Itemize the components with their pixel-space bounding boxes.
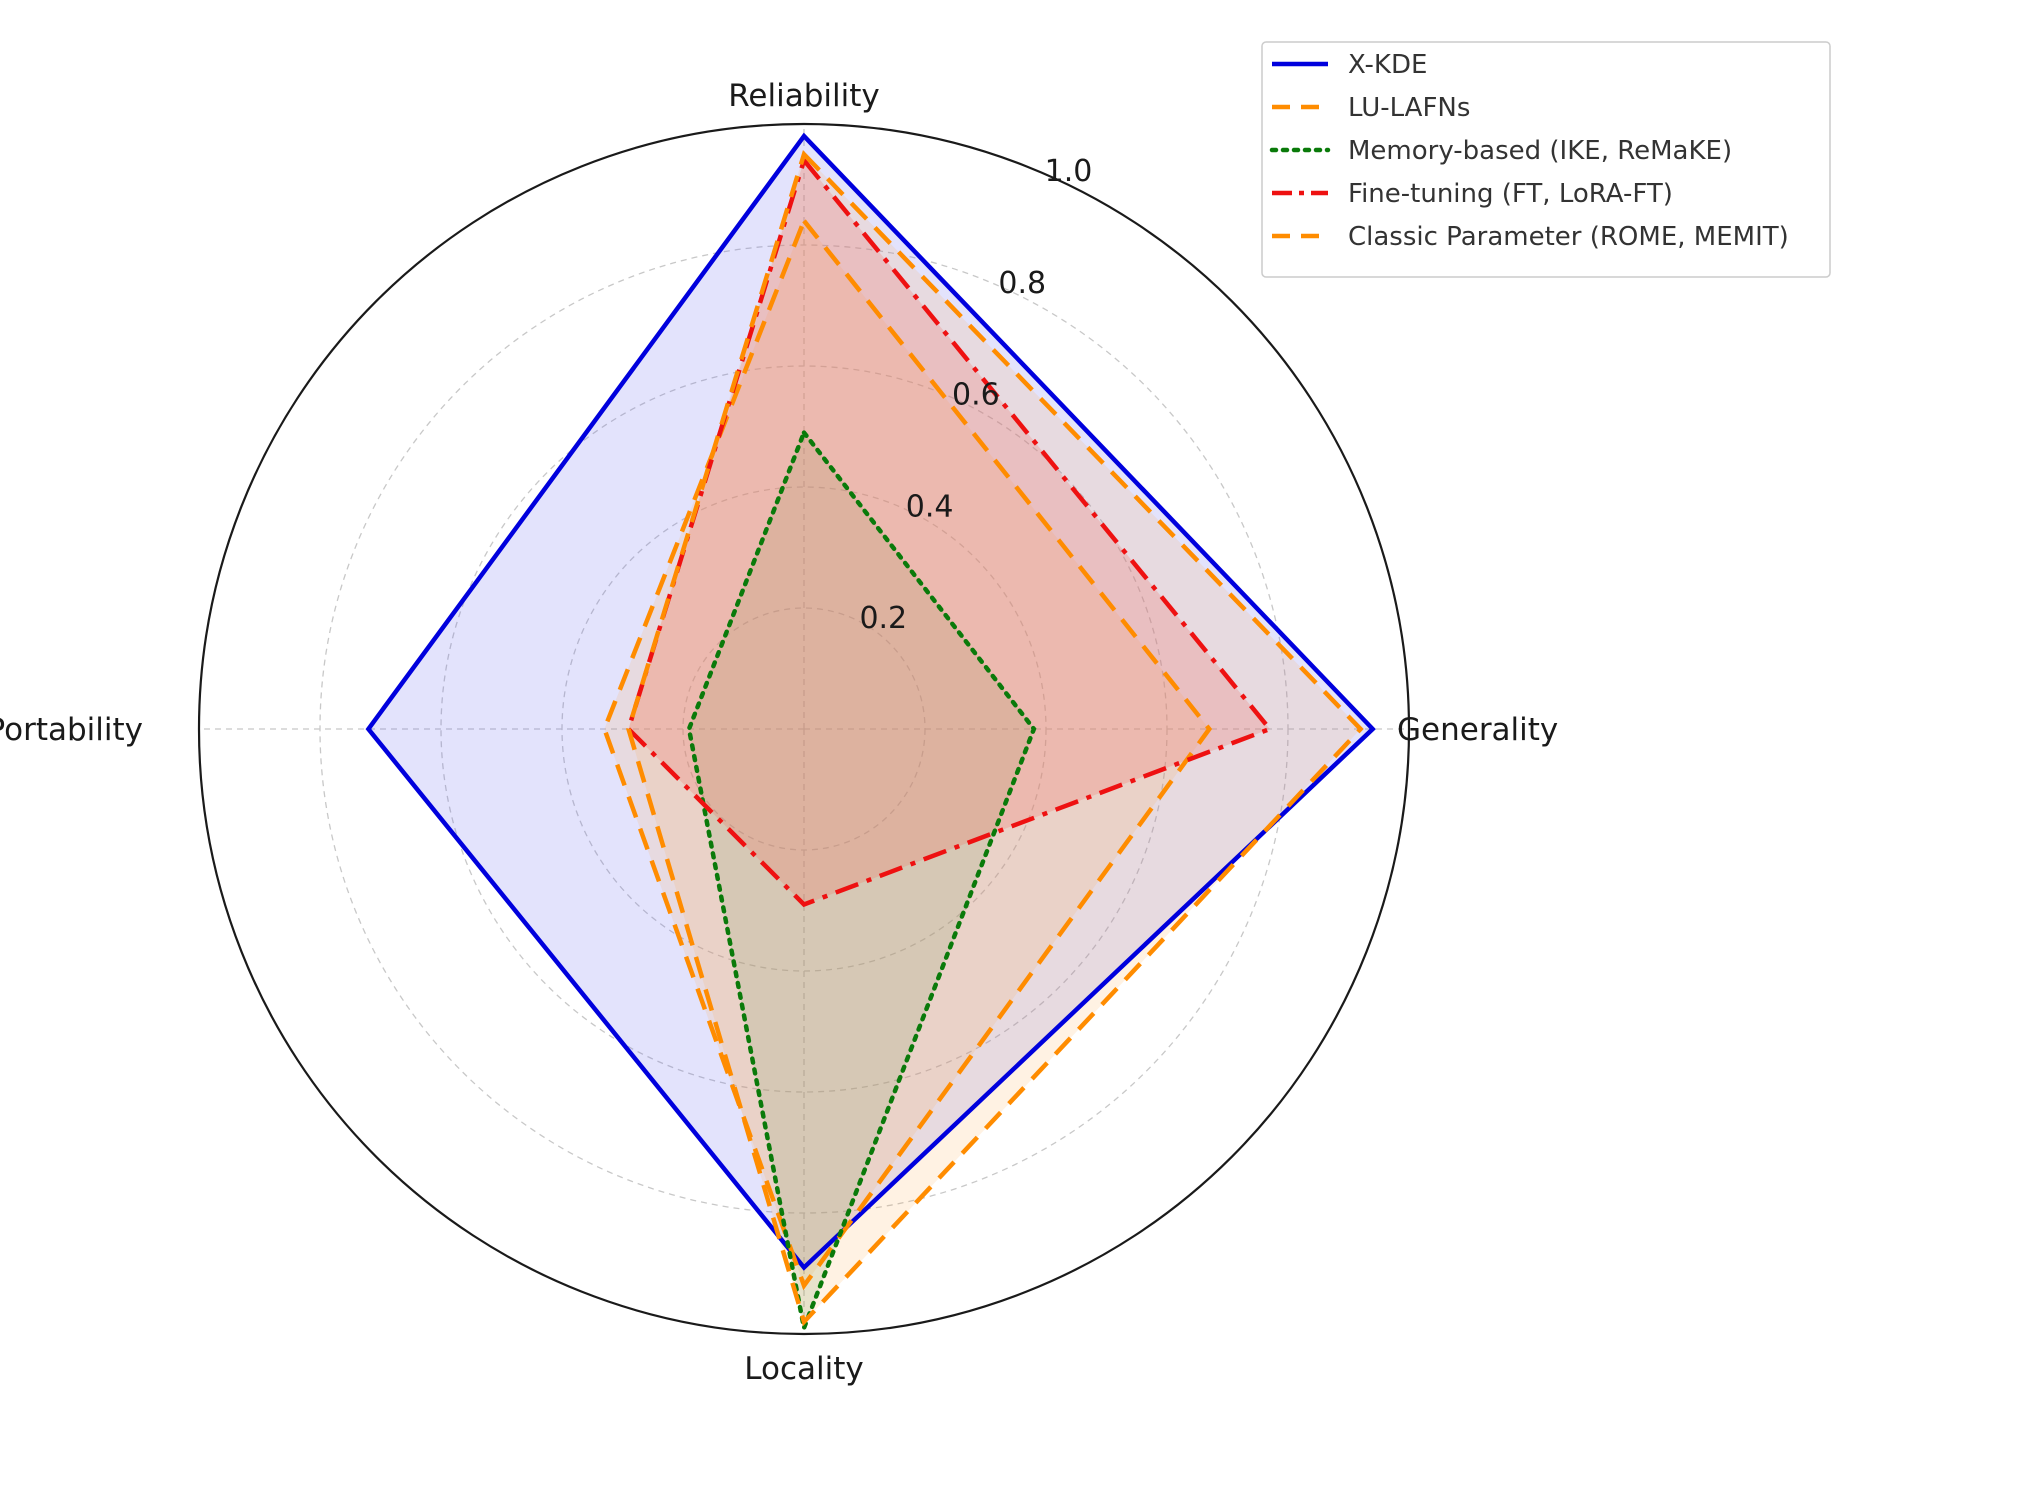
radar-series	[365, 132, 1376, 1337]
axis-label-generality: Generality	[1397, 712, 1558, 748]
radar-outer-ring	[197, 122, 1411, 1336]
chart-legend: X-KDE LU-LAFNs Memory-based (IKE, ReMaKE) F…	[1261, 41, 1831, 278]
legend-label-lu-lafns: LU-LAFNs	[1348, 93, 1470, 123]
series-fill-classic-parameter-rome-memit	[628, 154, 1361, 1322]
legend-label-x-kde: X-KDE	[1348, 50, 1427, 80]
axis-label-reliability: Reliability	[728, 78, 879, 114]
tick-label-0-2: 0.2	[859, 601, 907, 636]
radar-labels: Reliability Generality Locality Portability…	[0, 78, 1558, 1387]
tick-label-0-8: 0.8	[998, 266, 1046, 301]
series-line-x-kde	[365, 132, 1376, 1271]
axis-label-locality: Locality	[744, 1351, 863, 1387]
radar-grid	[199, 124, 1409, 1334]
tick-label-0-6: 0.6	[952, 378, 1000, 413]
series-line-lu-lafns	[601, 216, 1213, 1291]
series-fill-x-kde	[368, 136, 1373, 1268]
tick-label-1: 1.0	[1045, 154, 1093, 189]
series-fill-memory-based-ike-remake	[689, 432, 1034, 1329]
series-line-classic-parameter-rome-memit	[626, 149, 1364, 1327]
legend-label-classic-parameter-rome-memit: Classic Parameter (ROME, MEMIT)	[1348, 222, 1789, 252]
tick-label-0-4: 0.4	[906, 489, 954, 524]
radar-frame	[197, 122, 1411, 1336]
axis-label-portability: Portability	[0, 712, 143, 748]
legend-box	[1261, 41, 1831, 278]
series-fill-lu-lafns	[604, 220, 1210, 1286]
legend-label-memory-based-ike-remake: Memory-based (IKE, ReMaKE)	[1348, 136, 1732, 166]
series-line-memory-based-ike-remake	[686, 428, 1037, 1337]
legend-label-fine-tuning-ft-lora-ft: Fine-tuning (FT, LoRA-FT)	[1348, 179, 1673, 209]
series-fill-fine-tuning-ft-lora-ft	[628, 160, 1270, 905]
